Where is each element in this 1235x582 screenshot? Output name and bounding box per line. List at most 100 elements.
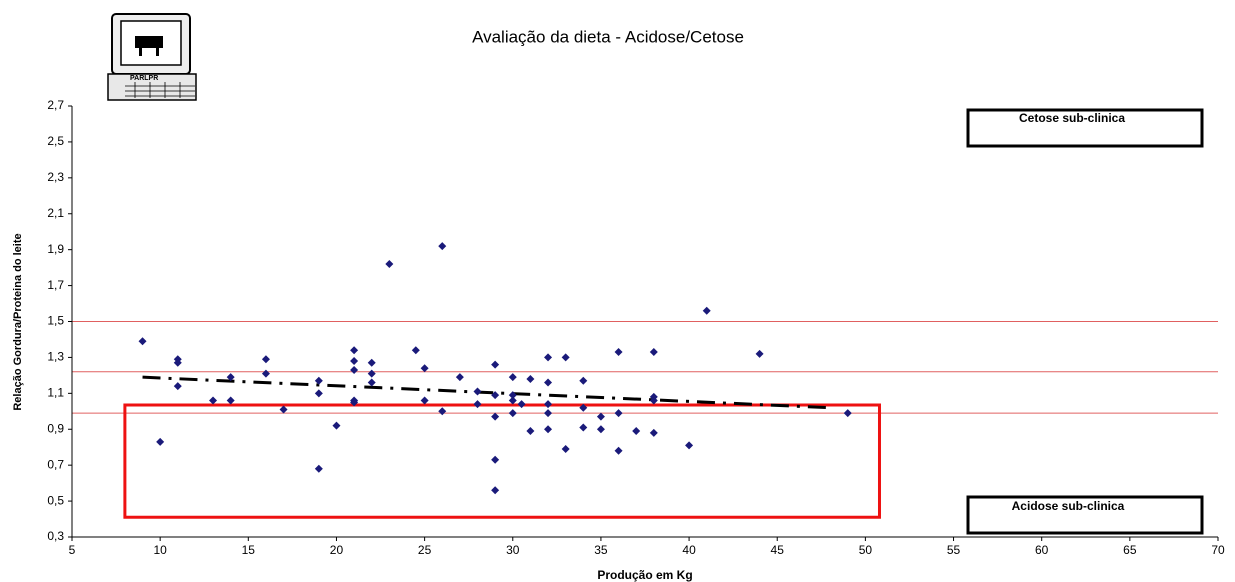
x-tick-label: 5 (69, 543, 76, 557)
point (544, 425, 553, 434)
point (261, 369, 270, 378)
x-tick-label: 35 (594, 543, 608, 557)
point (279, 405, 288, 414)
point (508, 409, 517, 418)
trendline (142, 375, 831, 410)
point (526, 427, 535, 436)
x-tick-label: 60 (1035, 543, 1049, 557)
point (614, 409, 623, 418)
point (685, 441, 694, 450)
y-tick-label: 0,3 (47, 529, 64, 543)
point (508, 391, 517, 400)
point (491, 455, 500, 464)
point (491, 360, 500, 369)
y-tick-label: 1,1 (47, 386, 64, 400)
x-tick-label: 10 (153, 543, 167, 557)
y-tick-label: 1,7 (47, 278, 64, 292)
y-tick-label: 1,3 (47, 350, 64, 364)
point (261, 355, 270, 364)
point (173, 382, 182, 391)
point (544, 353, 553, 362)
point (491, 486, 500, 495)
point (596, 412, 605, 421)
point (491, 391, 500, 400)
x-axis-label: Produção em Kg (597, 568, 692, 582)
point (649, 428, 658, 437)
point (350, 398, 359, 407)
annotation-box (966, 495, 1204, 535)
point (209, 396, 218, 405)
y-tick-label: 2,3 (47, 170, 64, 184)
point (473, 387, 482, 396)
point (843, 409, 852, 418)
chart-title: Avaliação da dieta - Acidose/Cetose (472, 27, 744, 46)
point (350, 346, 359, 355)
y-tick-label: 2,5 (47, 134, 64, 148)
annotation: Acidose sub-clinica (1012, 499, 1125, 513)
point (438, 242, 447, 251)
point (755, 349, 764, 358)
point (314, 464, 323, 473)
y-tick-label: 1,5 (47, 314, 64, 328)
point (138, 337, 147, 346)
point (544, 378, 553, 387)
y-tick-label: 0,5 (47, 493, 64, 507)
point (420, 364, 429, 373)
x-tick-label: 20 (330, 543, 344, 557)
x-tick-label: 55 (947, 543, 961, 557)
point (385, 260, 394, 269)
point (649, 348, 658, 357)
point (544, 400, 553, 409)
point (544, 409, 553, 418)
point (455, 373, 464, 382)
point (367, 378, 376, 387)
point (614, 348, 623, 357)
logo-text: PARLPR (130, 75, 158, 82)
x-tick-label: 50 (859, 543, 873, 557)
y-tick-label: 2,7 (47, 98, 64, 112)
x-tick-label: 65 (1123, 543, 1137, 557)
point (702, 306, 711, 315)
y-tick-label: 2,1 (47, 206, 64, 220)
point (526, 374, 535, 383)
point (491, 412, 500, 421)
x-tick-label: 70 (1211, 543, 1225, 557)
point (517, 400, 526, 409)
y-axis-label: Relação Gordura/Proteina do leite (12, 233, 24, 410)
point (156, 437, 165, 446)
y-tick-label: 1,9 (47, 242, 64, 256)
point (226, 396, 235, 405)
point (411, 346, 420, 355)
point (226, 373, 235, 382)
point (350, 365, 359, 374)
point (350, 357, 359, 366)
point (579, 403, 588, 412)
point (314, 376, 323, 385)
point (438, 407, 447, 416)
point (579, 423, 588, 432)
y-tick-label: 0,9 (47, 421, 64, 435)
x-tick-label: 45 (771, 543, 785, 557)
point (473, 400, 482, 409)
logo: PARLPR (107, 13, 197, 101)
point (367, 369, 376, 378)
annotation: Cetose sub-clinica (1019, 111, 1125, 125)
x-tick-label: 40 (682, 543, 696, 557)
point (596, 425, 605, 434)
point (561, 445, 570, 454)
point (420, 396, 429, 405)
point (632, 427, 641, 436)
region (123, 403, 881, 519)
point (508, 396, 517, 405)
point (314, 389, 323, 398)
point (614, 446, 623, 455)
point (579, 376, 588, 385)
point (649, 396, 658, 405)
point (508, 373, 517, 382)
x-tick-label: 15 (242, 543, 256, 557)
point (173, 358, 182, 367)
x-tick-label: 30 (506, 543, 520, 557)
point (332, 421, 341, 430)
